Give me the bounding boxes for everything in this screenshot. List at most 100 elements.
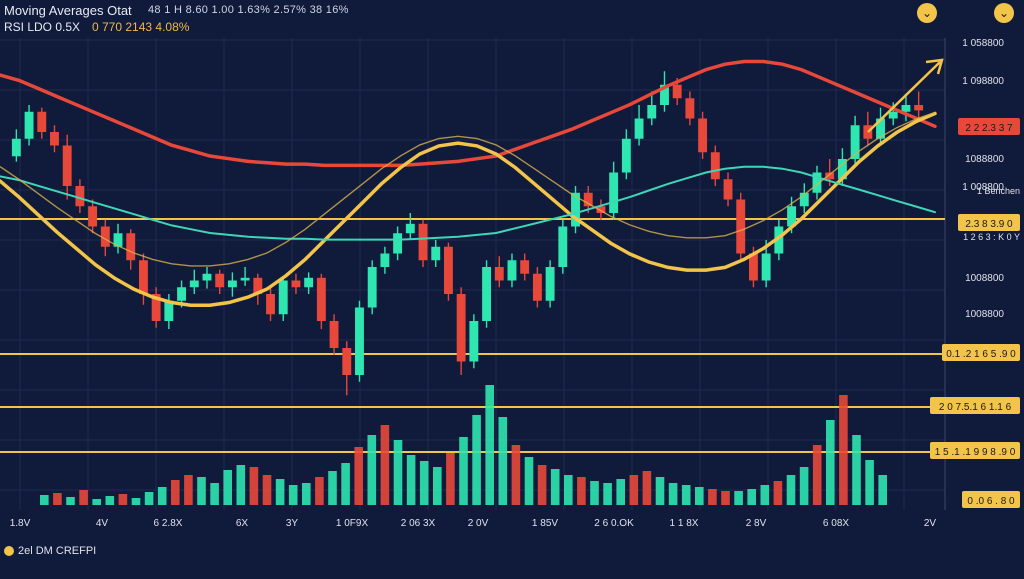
candle-body (812, 172, 822, 193)
volume-bar (668, 483, 678, 505)
footer-label: 2el DM CREFPI (4, 545, 96, 557)
volume-bar (839, 395, 848, 505)
candle-body (685, 98, 695, 119)
price-tick-label: 1 058800 (962, 38, 1004, 49)
candle-body (558, 226, 568, 267)
rsi-value: 0 770 2143 4.08% (92, 20, 190, 34)
volume-bar (197, 477, 206, 505)
volume-bar (157, 487, 167, 505)
chevron-down-icon[interactable]: ⌄ (917, 3, 937, 23)
candle-body (227, 280, 237, 288)
volume-bar (380, 425, 390, 505)
price-tick-label: 1 098800 (962, 76, 1004, 87)
volume-bar (721, 491, 730, 505)
time-tick-label: 2 6 0.OK (594, 518, 634, 529)
volume-bar (184, 475, 193, 505)
volume-bar (747, 489, 756, 505)
candle-body (647, 105, 657, 119)
volume-bar (302, 483, 311, 505)
candle-body (621, 138, 631, 173)
volume-bar (249, 467, 259, 505)
candle-body (748, 253, 758, 281)
candle-body (494, 267, 504, 281)
price-badge (930, 397, 1020, 414)
chart-title: Moving Averages Otat (4, 3, 132, 18)
candles (11, 71, 924, 396)
volume-bar (786, 475, 796, 505)
candle-body (100, 226, 110, 247)
time-tick-label: 3Y (286, 518, 299, 529)
candle-body (456, 294, 466, 362)
candle-body (660, 84, 669, 105)
header-stats: 48 1 H 8.60 1.00 1.63% 2.57% 38 16% (148, 4, 349, 16)
volume-bar (419, 461, 429, 505)
volume-bar (66, 497, 75, 505)
chevron-down-icon[interactable]: ⌄ (994, 3, 1014, 23)
candle-body (113, 233, 123, 247)
candle-body (837, 159, 847, 180)
footer-text: 2el DM CREFPI (18, 545, 97, 557)
price-side-label: 1 2 6 3 : K 0 Y (963, 232, 1020, 242)
volume-bar (354, 447, 363, 505)
candle-body (571, 192, 580, 227)
volume-bar (852, 435, 861, 505)
volume-bar (642, 471, 652, 505)
candle-body (164, 300, 174, 321)
candle-body (367, 267, 377, 308)
volume-bar (328, 471, 337, 505)
price-tick-label: 1 008800 (962, 182, 1004, 193)
candle-body (393, 233, 403, 254)
price-tick-label: 1088800 (965, 154, 1004, 165)
time-tick-label: 4V (96, 518, 109, 529)
volume-bar (406, 455, 416, 505)
rsi-label: RSI LDO 0.5X (4, 20, 81, 34)
ma-yellow-line (0, 111, 937, 307)
candle-body (126, 233, 136, 261)
price-badge-text: 2 2 2.3 3 7 (965, 123, 1013, 134)
candle-body (278, 280, 288, 315)
volume-bar (878, 475, 887, 505)
volume-bar (262, 475, 272, 505)
volume-bar (341, 463, 350, 505)
volume-bar (367, 435, 377, 505)
moving-average-lines (0, 58, 944, 307)
volume-bar (865, 460, 874, 505)
candle-body (240, 277, 250, 281)
candle-body (431, 246, 441, 261)
candle-body (532, 273, 542, 301)
price-badge (930, 442, 1020, 459)
price-badge-text: 0.1 .2 1 6 5 .9 0 (946, 349, 1016, 360)
volume-bar (223, 470, 232, 505)
time-tick-label: 2V (924, 518, 937, 529)
candle-body (266, 294, 275, 315)
volume-bar (629, 475, 639, 505)
price-badge-text: 1 5 .1 .1 9 9 8 .9 0 (935, 447, 1016, 458)
candle-body (405, 223, 415, 234)
volume-bar (131, 498, 141, 505)
volume-bar (603, 483, 612, 505)
time-tick-label: 1 1 8X (670, 518, 699, 529)
volume-bar (92, 499, 101, 505)
candle-body (202, 273, 212, 281)
volume-bar (577, 477, 586, 505)
price-axis: 1 058800 1 098800 1088800 1 008800 1008800 10… (930, 38, 1020, 508)
volume-bar (40, 495, 49, 505)
price-tick-label: 1008800 (965, 309, 1004, 320)
time-tick-label: 6 2.8X (154, 518, 183, 529)
candle-body (634, 118, 644, 139)
volume-bar (446, 453, 455, 505)
volume-bar (433, 467, 442, 505)
candle-body (850, 125, 860, 159)
candle-body (799, 192, 809, 207)
candle-body (138, 260, 148, 294)
volume-bar (537, 465, 547, 505)
candle-body (761, 253, 771, 281)
candle-body (355, 307, 364, 375)
time-tick-label: 2 0V (468, 518, 489, 529)
volume-bar (393, 440, 403, 505)
volume-bar (760, 485, 770, 505)
volume-bar (695, 487, 704, 505)
candle-body (507, 260, 517, 281)
volume-bar (812, 445, 822, 505)
